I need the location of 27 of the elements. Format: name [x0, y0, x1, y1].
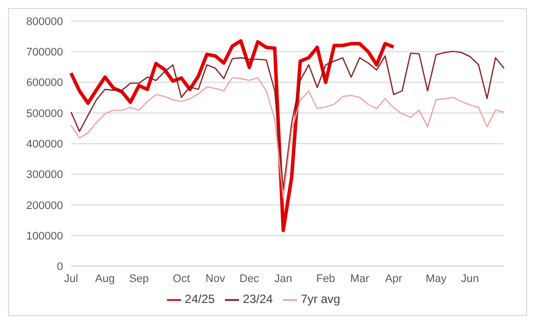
- y-tick-label: 800000: [26, 16, 63, 28]
- x-tick-label: Jun: [461, 272, 479, 285]
- legend-label: 24/25: [184, 292, 215, 306]
- x-tick-label: Aug: [95, 272, 115, 285]
- y-tick-label: 200000: [26, 200, 63, 212]
- legend-label: 7yr avg: [300, 292, 340, 306]
- y-tick-label: 500000: [26, 108, 63, 120]
- y-tick-label: 100000: [26, 230, 63, 242]
- line-series: [69, 39, 396, 232]
- x-tick-label: Mar: [350, 272, 370, 285]
- x-tick-label: Jan: [274, 272, 292, 285]
- x-tick-label: Oct: [172, 272, 190, 285]
- x-tick-label: Sep: [129, 272, 149, 285]
- y-tick-label: 300000: [26, 169, 63, 182]
- x-tick-label: Dec: [240, 272, 260, 285]
- y-tick-label: 0: [56, 261, 63, 274]
- x-tick-label: Apr: [385, 272, 403, 285]
- legend-label: 23/24: [242, 292, 273, 306]
- x-tick-label: Nov: [206, 272, 226, 285]
- y-tick-label: 700000: [26, 46, 63, 59]
- line-series: [70, 50, 505, 190]
- y-tick-label: 400000: [26, 138, 63, 150]
- y-tick-label: 600000: [26, 77, 63, 90]
- x-tick-label: May: [426, 272, 447, 285]
- x-tick-label: Jul: [64, 272, 78, 285]
- line-series: [70, 77, 505, 198]
- x-tick-label: Feb: [316, 272, 336, 285]
